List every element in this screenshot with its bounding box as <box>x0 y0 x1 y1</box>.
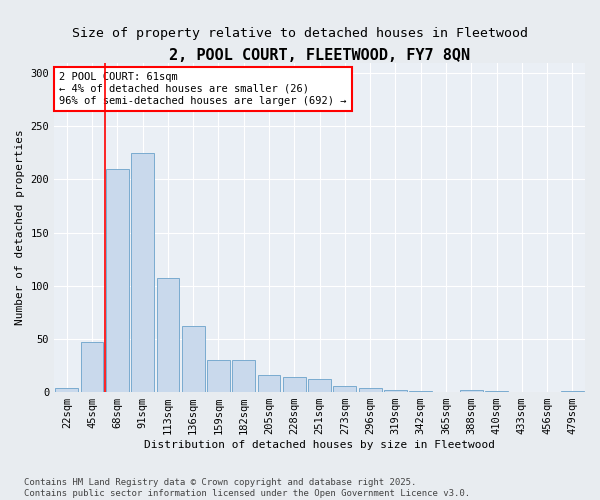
Bar <box>106 169 129 392</box>
Bar <box>283 377 305 392</box>
Bar <box>384 390 407 392</box>
Bar <box>182 326 205 392</box>
Bar <box>308 380 331 392</box>
Text: Contains HM Land Registry data © Crown copyright and database right 2025.
Contai: Contains HM Land Registry data © Crown c… <box>24 478 470 498</box>
Bar <box>232 360 255 392</box>
Bar <box>460 390 482 392</box>
Bar <box>409 391 432 392</box>
Bar <box>561 391 584 392</box>
Title: 2, POOL COURT, FLEETWOOD, FY7 8QN: 2, POOL COURT, FLEETWOOD, FY7 8QN <box>169 48 470 62</box>
Y-axis label: Number of detached properties: Number of detached properties <box>15 130 25 325</box>
Bar <box>257 375 280 392</box>
Bar <box>157 278 179 392</box>
Bar <box>485 391 508 392</box>
Bar <box>359 388 382 392</box>
Text: Size of property relative to detached houses in Fleetwood: Size of property relative to detached ho… <box>72 28 528 40</box>
Bar <box>131 153 154 392</box>
X-axis label: Distribution of detached houses by size in Fleetwood: Distribution of detached houses by size … <box>144 440 495 450</box>
Text: 2 POOL COURT: 61sqm
← 4% of detached houses are smaller (26)
96% of semi-detache: 2 POOL COURT: 61sqm ← 4% of detached hou… <box>59 72 347 106</box>
Bar <box>207 360 230 392</box>
Bar <box>81 342 103 392</box>
Bar <box>334 386 356 392</box>
Bar <box>55 388 78 392</box>
